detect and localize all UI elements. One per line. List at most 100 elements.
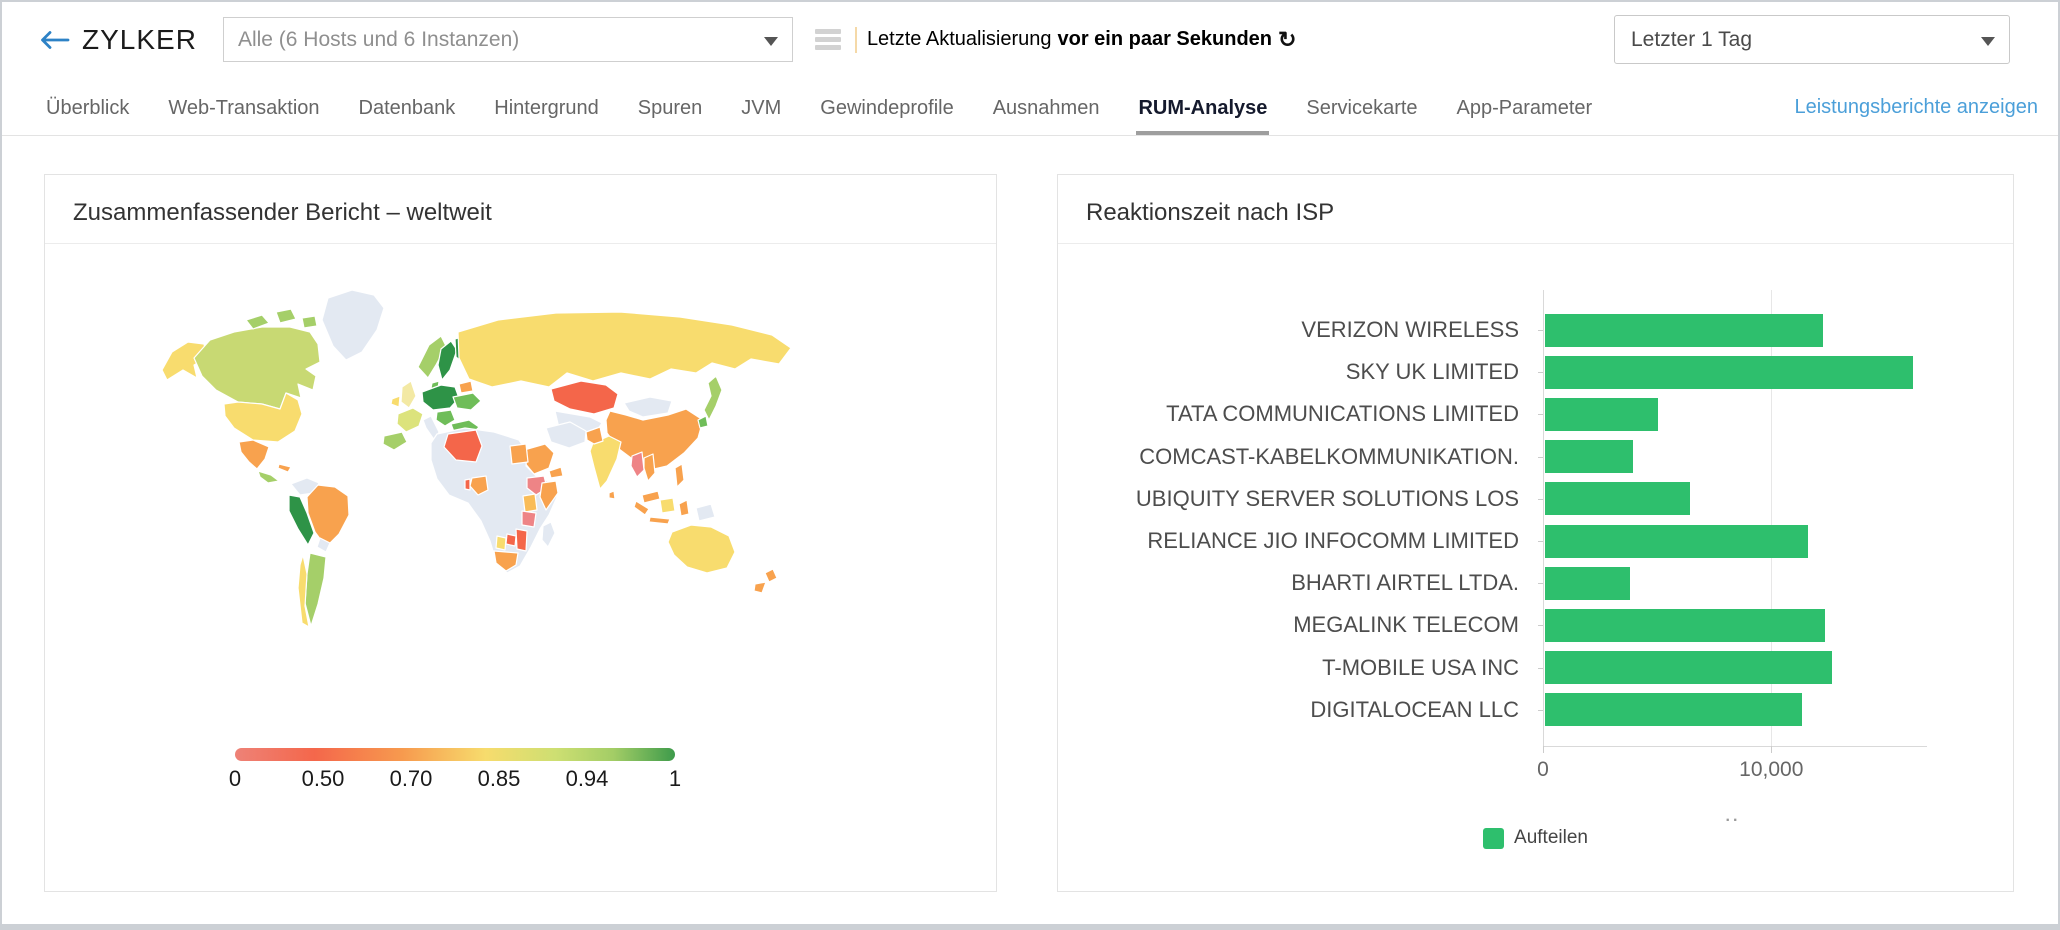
- map-region-cuba[interactable]: [277, 463, 292, 473]
- map-region-philippines[interactable]: [674, 463, 685, 488]
- chevron-down-icon: [1981, 36, 1995, 46]
- map-region-ukraine[interactable]: [452, 392, 482, 411]
- map-region-java[interactable]: [648, 516, 671, 525]
- map-region-canada[interactable]: [193, 326, 321, 410]
- map-scale-tick-label: 0.85: [477, 766, 521, 791]
- chart-gridline: [1771, 290, 1772, 746]
- map-scale-tick-label: 0: [228, 766, 242, 791]
- map-region-new-zealand[interactable]: [753, 581, 767, 594]
- map-region-zimbabwe[interactable]: [505, 533, 517, 547]
- isp-bar[interactable]: [1545, 313, 1824, 347]
- map-region-algeria[interactable]: [443, 429, 483, 463]
- tab-bar: Überblick Web-Transaktion Datenbank Hinterg…: [2, 77, 2058, 136]
- map-region-uk[interactable]: [400, 380, 417, 409]
- tab-ausnahmen[interactable]: Ausnahmen: [992, 97, 1100, 119]
- map-region-madagascar[interactable]: [541, 521, 556, 548]
- time-range-selector[interactable]: Letzter 1 Tag: [1614, 15, 2010, 64]
- isp-bar-track: [1538, 440, 1927, 474]
- map-scale-tick-label: 0.70: [389, 766, 433, 791]
- map-region-usa[interactable]: [223, 392, 303, 443]
- isp-bar[interactable]: [1545, 482, 1690, 516]
- hamburger-menu-icon[interactable]: [814, 29, 841, 50]
- map-region-ireland[interactable]: [390, 395, 401, 408]
- map-region-arctic-islands[interactable]: [301, 315, 318, 329]
- tab-rum-analyse[interactable]: RUM-Analyse: [1136, 97, 1270, 135]
- map-region-new-guinea[interactable]: [695, 503, 716, 522]
- map-region-greenland[interactable]: [321, 289, 385, 361]
- map-region-benin[interactable]: [464, 478, 471, 491]
- tab-gewindeprofile[interactable]: Gewindeprofile: [820, 97, 954, 119]
- map-region-balkans[interactable]: [435, 409, 456, 427]
- map-region-central-america[interactable]: [257, 470, 280, 484]
- map-region-sulawesi[interactable]: [678, 499, 690, 517]
- map-region-peru[interactable]: [288, 494, 315, 546]
- map-region-mozambique[interactable]: [515, 528, 528, 552]
- isp-bar[interactable]: [1545, 566, 1630, 600]
- back-button[interactable]: [38, 27, 72, 53]
- x-tick-label: 0: [1537, 758, 1549, 781]
- map-region-oman-yemen[interactable]: [548, 466, 564, 479]
- isp-bar[interactable]: [1545, 524, 1809, 558]
- map-region-sweden[interactable]: [437, 340, 458, 381]
- map-region-borneo[interactable]: [659, 497, 676, 514]
- map-region-kenya[interactable]: [522, 493, 538, 513]
- performance-reports-link[interactable]: Leistungsberichte anzeigen: [1794, 96, 2038, 118]
- isp-bar[interactable]: [1545, 355, 1913, 389]
- map-region-south-africa[interactable]: [493, 550, 519, 572]
- map-region-arctic-islands[interactable]: [245, 314, 270, 330]
- map-region-malaysia[interactable]: [641, 490, 661, 504]
- brand-logo: ZYLKER: [82, 23, 197, 55]
- map-region-bolivia[interactable]: [316, 537, 331, 553]
- tab-hintergrund[interactable]: Hintergrund: [494, 97, 599, 119]
- isp-bar[interactable]: [1545, 651, 1832, 685]
- map-region-egypt[interactable]: [509, 443, 529, 465]
- map-region-kazakhstan[interactable]: [550, 380, 619, 415]
- map-region-mongolia[interactable]: [623, 396, 673, 418]
- isp-bar[interactable]: [1545, 693, 1803, 727]
- map-region-mexico[interactable]: [238, 439, 270, 470]
- isp-bar[interactable]: [1545, 608, 1825, 642]
- isp-row: COMCAST-KABELKOMMUNIKATION.: [1058, 436, 2013, 478]
- isp-bar[interactable]: [1545, 397, 1658, 431]
- map-region-spain[interactable]: [382, 431, 408, 451]
- map-region-china[interactable]: [605, 408, 704, 471]
- tab-web-transaktion[interactable]: Web-Transaktion: [168, 97, 320, 119]
- isp-category-label: TATA COMMUNICATIONS LIMITED: [1166, 401, 1519, 427]
- map-region-vietnam[interactable]: [643, 453, 656, 482]
- map-region-sumatra[interactable]: [633, 500, 650, 516]
- map-region-australia[interactable]: [667, 524, 736, 574]
- map-region-argentina[interactable]: [304, 552, 327, 627]
- map-region-pakistan[interactable]: [585, 426, 604, 445]
- tab-datenbank[interactable]: Datenbank: [358, 97, 456, 119]
- tab-servicekarte[interactable]: Servicekarte: [1306, 97, 1418, 119]
- panel-divider: [45, 243, 996, 244]
- tab-app-parameter[interactable]: App-Parameter: [1456, 97, 1593, 119]
- map-region-sri-lanka[interactable]: [608, 490, 616, 500]
- map-region-chile[interactable]: [297, 554, 310, 628]
- map-region-india[interactable]: [589, 435, 622, 490]
- refresh-icon[interactable]: ↻: [1278, 26, 1297, 52]
- map-region-myanmar[interactable]: [630, 451, 645, 478]
- isp-bar-track: [1538, 355, 1927, 389]
- map-region-new-zealand[interactable]: [764, 568, 778, 583]
- map-region-brazil[interactable]: [306, 484, 350, 548]
- map-region-botswana[interactable]: [495, 535, 507, 551]
- map-region-france[interactable]: [396, 407, 424, 433]
- map-region-germany-poland[interactable]: [421, 384, 460, 411]
- map-region-arctic-islands[interactable]: [275, 308, 297, 324]
- chart-legend[interactable]: Aufteilen: [1058, 827, 2013, 849]
- map-region-russia[interactable]: [457, 311, 792, 388]
- map-region-iran[interactable]: [545, 421, 587, 449]
- map-region-somalia[interactable]: [539, 480, 559, 511]
- isp-bar[interactable]: [1545, 440, 1633, 474]
- map-region-south-korea[interactable]: [697, 415, 709, 429]
- map-region-japan[interactable]: [703, 375, 723, 421]
- map-region-belarus[interactable]: [458, 380, 474, 394]
- tab-list: Überblick Web-Transaktion Datenbank Hinterg…: [44, 97, 1594, 135]
- application-selector[interactable]: Alle (6 Hosts und 6 Instanzen): [222, 17, 793, 62]
- map-region-tanzania[interactable]: [521, 510, 537, 528]
- tab-überblick[interactable]: Überblick: [46, 97, 130, 119]
- tab-spuren[interactable]: Spuren: [637, 97, 703, 119]
- tab-jvm[interactable]: JVM: [741, 97, 782, 119]
